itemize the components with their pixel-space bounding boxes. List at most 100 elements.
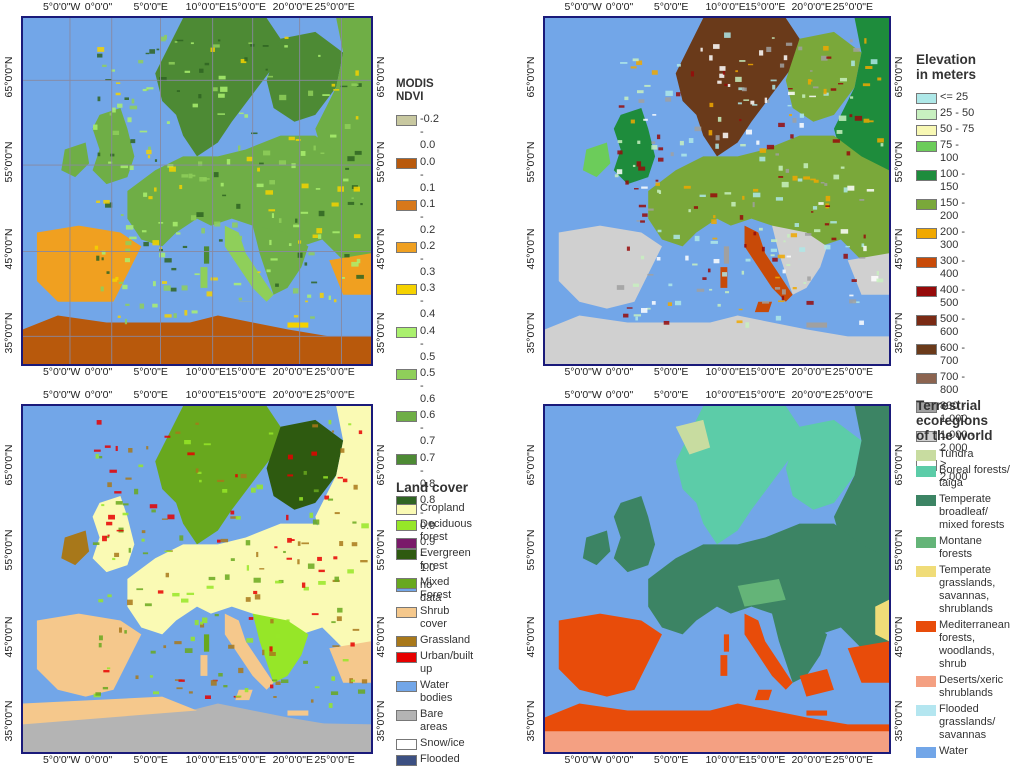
- texture-speck: [114, 491, 122, 494]
- texture-speck: [270, 258, 278, 261]
- texture-speck: [109, 112, 112, 116]
- legend-swatch: [916, 344, 937, 355]
- texture-speck: [259, 162, 264, 165]
- texture-speck: [853, 47, 860, 52]
- legend-swatch: [396, 739, 417, 750]
- texture-speck: [105, 535, 110, 539]
- texture-speck: [114, 552, 120, 557]
- texture-speck: [700, 47, 703, 52]
- texture-speck: [806, 300, 814, 305]
- lon-tick-label: 25°0'0"E: [832, 366, 874, 378]
- texture-speck: [702, 277, 707, 280]
- texture-speck: [301, 183, 309, 189]
- texture-speck: [725, 291, 730, 294]
- land-finland: [785, 31, 862, 122]
- lat-tick-label: 65°0'0"N: [893, 444, 905, 486]
- texture-speck: [186, 592, 195, 596]
- texture-speck: [331, 430, 335, 433]
- legend-label: 800 - 1.000: [940, 400, 968, 425]
- land-italy: [224, 613, 274, 690]
- texture-speck: [824, 223, 830, 226]
- texture-speck: [640, 308, 648, 313]
- texture-speck: [149, 504, 158, 509]
- texture-speck: [136, 588, 144, 591]
- texture-speck: [876, 278, 884, 283]
- texture-speck: [270, 619, 274, 624]
- texture-speck: [741, 270, 745, 275]
- texture-speck: [96, 200, 100, 203]
- lon-tick-label: 10°0'0"E: [705, 366, 746, 378]
- texture-speck: [745, 129, 753, 135]
- texture-speck: [106, 521, 113, 526]
- texture-speck: [717, 80, 722, 84]
- legend-swatch: [396, 652, 417, 663]
- legend-item: 600 - 700: [916, 342, 976, 368]
- texture-speck: [825, 195, 831, 202]
- legend-swatch: [916, 705, 936, 716]
- legend-swatch: [916, 93, 937, 104]
- texture-speck: [343, 178, 349, 182]
- texture-speck: [863, 118, 870, 123]
- lon-tick-label: 10°0'0"E: [705, 389, 746, 401]
- land-iberia: [558, 225, 662, 309]
- texture-speck: [201, 617, 208, 624]
- texture-speck: [360, 560, 368, 563]
- texture-speck: [142, 88, 147, 92]
- texture-speck: [164, 435, 171, 438]
- texture-speck: [688, 209, 691, 213]
- texture-speck: [753, 231, 757, 236]
- texture-speck: [337, 607, 343, 613]
- land-britain: [613, 107, 656, 185]
- lon-tick-label: 25°0'0"E: [832, 1, 874, 13]
- texture-speck: [254, 594, 261, 600]
- texture-speck: [311, 613, 319, 616]
- texture-speck: [710, 193, 718, 198]
- texture-speck: [316, 228, 323, 234]
- texture-speck: [756, 140, 760, 145]
- legend-swatch: [396, 326, 417, 338]
- texture-speck: [847, 185, 855, 191]
- texture-speck: [256, 183, 264, 188]
- texture-speck: [169, 166, 176, 172]
- legend-swatch: [916, 676, 936, 687]
- texture-speck: [197, 471, 202, 475]
- texture-speck: [145, 52, 150, 55]
- legend-label: 0.4 - 0.5: [420, 324, 436, 363]
- legend-swatch: [916, 199, 937, 210]
- texture-speck: [777, 254, 785, 259]
- legend-swatch: [396, 755, 417, 766]
- texture-speck: [788, 88, 793, 90]
- texture-speck: [217, 113, 225, 115]
- legend-label: 500 - 600: [940, 313, 966, 338]
- land-africa: [23, 315, 371, 364]
- land-continent: [127, 523, 371, 649]
- texture-speck: [164, 314, 172, 318]
- texture-speck: [775, 153, 779, 156]
- legend-item: 0.9 - 1.0: [396, 536, 441, 575]
- texture-speck: [201, 227, 205, 234]
- texture-speck: [141, 230, 147, 233]
- texture-speck: [125, 477, 132, 480]
- legend-item: Water: [916, 745, 1010, 758]
- lon-tick-label: 15°0'0"E: [745, 366, 786, 378]
- texture-speck: [679, 140, 684, 146]
- lon-tick-label: 25°0'0"E: [832, 754, 874, 766]
- texture-speck: [286, 557, 292, 560]
- texture-speck: [797, 178, 803, 182]
- lon-tick-label: 5°0'0"W: [564, 389, 602, 401]
- legend-spacer: [916, 443, 1010, 445]
- texture-speck: [115, 276, 119, 281]
- texture-speck: [190, 513, 195, 519]
- texture-speck: [214, 221, 221, 227]
- texture-speck: [220, 86, 228, 92]
- texture-speck: [657, 189, 660, 193]
- texture-speck: [188, 691, 193, 694]
- texture-speck: [740, 143, 746, 147]
- land-ireland: [61, 530, 90, 566]
- texture-speck: [658, 190, 662, 194]
- texture-speck: [308, 252, 315, 256]
- texture-speck: [244, 57, 248, 62]
- texture-speck: [204, 62, 210, 66]
- texture-speck: [636, 90, 644, 94]
- texture-speck: [238, 667, 244, 674]
